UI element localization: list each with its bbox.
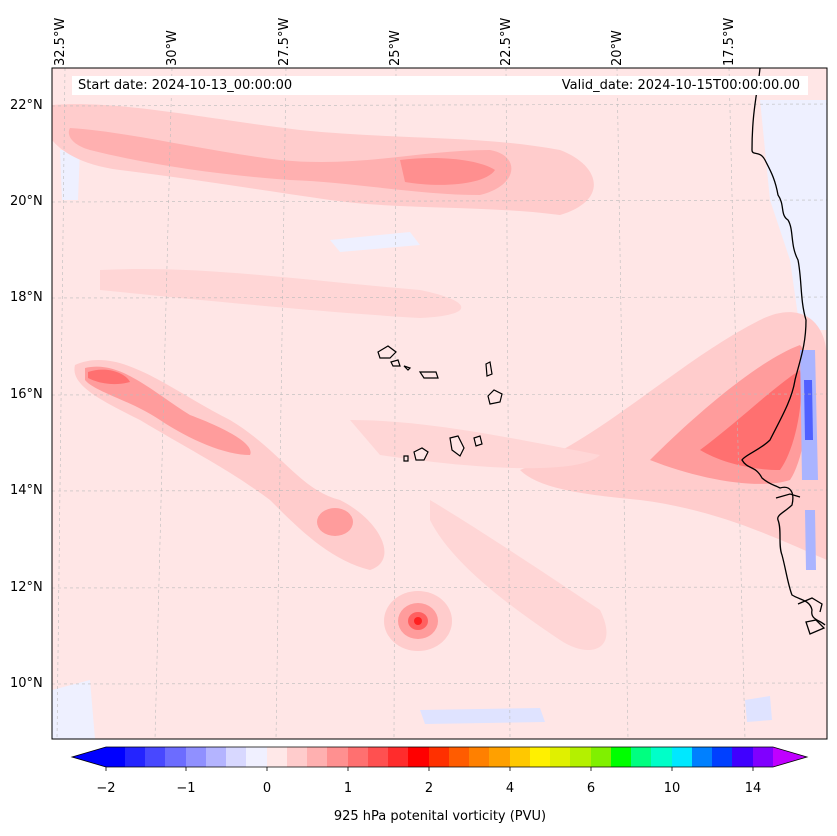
pv-coastal-max (700, 370, 802, 470)
lon-label: 17.5°W (722, 17, 737, 66)
lat-label: 18°N (10, 290, 43, 305)
colorbar-tick-label: 10 (663, 781, 681, 796)
lat-label: 10°N (10, 676, 43, 691)
negative-pv-area (60, 150, 80, 200)
negative-pv-strip (805, 510, 816, 570)
colorbar-max-arrow (773, 747, 807, 767)
date-banner: Start date: 2024-10-13_00:00:00 Valid_da… (72, 76, 808, 95)
lat-label: 14°N (10, 483, 43, 498)
pv-band-diagonal-core (85, 366, 251, 455)
negative-pv-strip (804, 380, 813, 440)
lon-label: 27.5°W (277, 17, 292, 66)
negative-pv-area (760, 100, 827, 330)
lon-label: 22.5°W (499, 17, 514, 66)
negative-pv-area (52, 680, 95, 739)
negative-pv-area (330, 232, 420, 252)
lat-label: 20°N (10, 194, 43, 209)
lat-label: 22°N (10, 98, 43, 113)
colorbar-tick-label: 6 (586, 781, 596, 796)
pv-cell (317, 508, 353, 536)
lon-label: 20°W (610, 30, 625, 66)
map-border (51, 67, 828, 740)
lat-label: 16°N (10, 387, 43, 402)
colorbar-title: 925 hPa potenital vorticity (PVU) (333, 809, 547, 824)
colorbar-tick-label: 0 (262, 781, 272, 796)
colorbar-tick-label: 2 (424, 781, 434, 796)
colorbar-tick-label: 4 (505, 781, 515, 796)
negative-pv-area (420, 708, 545, 724)
lon-label: 25°W (388, 30, 403, 66)
colorbar-tick-label: 14 (744, 781, 762, 796)
pv-band-north-max (400, 158, 495, 185)
colorbar-tick-label: −1 (176, 781, 196, 796)
pv-band-north-core (68, 128, 512, 195)
valid-date-label: Valid_date: 2024-10-15T00:00:00.00 (561, 78, 800, 93)
pv-vortex-core (414, 617, 422, 625)
lon-label: 32.5°W (53, 17, 68, 66)
coast-detail (797, 597, 823, 613)
pv-weak-feature (100, 269, 462, 318)
african-coastline (741, 68, 826, 626)
graticule (52, 68, 827, 739)
colorbar-min-arrow (72, 747, 106, 767)
gambia-river (775, 493, 801, 499)
coast-detail (805, 619, 826, 635)
pv-weak-feature (430, 500, 607, 650)
negative-pv-area (745, 696, 772, 722)
colorbar-tick-label: 1 (343, 781, 353, 796)
colorbar-tick-label: −2 (96, 781, 116, 796)
start-date-label: Start date: 2024-10-13_00:00:00 (78, 78, 293, 93)
lat-label: 12°N (10, 580, 43, 595)
colorbar (70, 746, 809, 771)
pv-band-diagonal-max (88, 369, 130, 385)
lon-label: 30°W (165, 30, 180, 66)
cape-verde-islands (377, 345, 503, 462)
